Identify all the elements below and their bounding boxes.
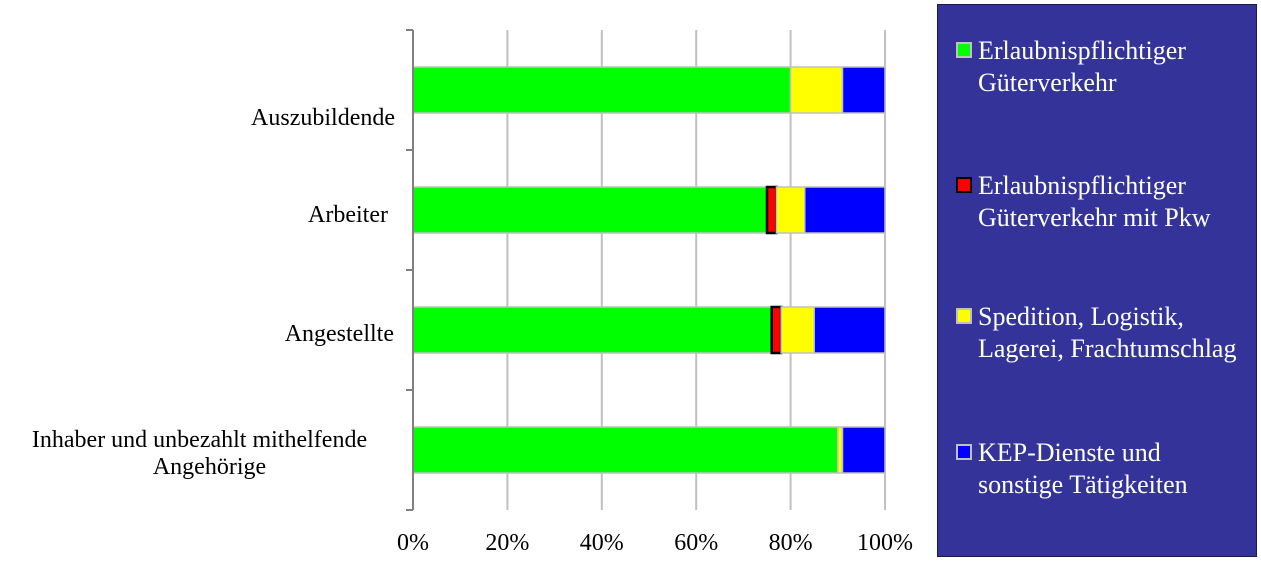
x-tick-label: 0% bbox=[397, 530, 429, 556]
stacked-bar-chart: 0% 20% 40% 60% 80% 100% bbox=[397, 29, 913, 556]
bars bbox=[412, 66, 886, 474]
legend-item-gueterverkehr-pkw: Erlaubnispflichtiger Güterverkehr mit Pk… bbox=[956, 170, 1243, 234]
legend: Erlaubnispflichtiger Güterverkehr Erlaub… bbox=[937, 4, 1257, 557]
legend-swatch-green bbox=[956, 42, 972, 58]
bar-segment bbox=[780, 306, 815, 354]
category-label-angestellte: Angestellte bbox=[284, 321, 394, 347]
bar-segment bbox=[412, 426, 839, 474]
legend-item-spedition: Spedition, Logistik, Lagerei, Frachtumsc… bbox=[956, 301, 1243, 365]
category-label-inhaber-line1: Inhaber und unbezahlt mithelfende bbox=[31, 427, 368, 453]
category-label-inhaber-line2: Angehörige bbox=[152, 454, 267, 480]
bar-segment bbox=[765, 185, 778, 235]
bar-segment bbox=[804, 186, 886, 234]
bar-segment bbox=[412, 306, 773, 354]
category-label-arbeiter: Arbeiter bbox=[308, 202, 388, 228]
legend-label: Erlaubnispflichtiger Güterverkehr mit Pk… bbox=[978, 171, 1211, 232]
legend-item-kep: KEP-Dienste und sonstige Tätigkeiten bbox=[956, 437, 1243, 501]
x-tick-label: 80% bbox=[769, 530, 813, 556]
axes bbox=[406, 29, 414, 511]
category-label-inhaber: Inhaber und unbezahlt mithelfende Angehö… bbox=[5, 427, 394, 481]
bar-segment bbox=[770, 305, 783, 355]
x-tick-label: 40% bbox=[580, 530, 624, 556]
bar-segment bbox=[789, 66, 844, 114]
bar-segment bbox=[412, 186, 768, 234]
x-tick-label: 20% bbox=[485, 530, 529, 556]
x-tick-labels: 0% 20% 40% 60% 80% 100% bbox=[397, 530, 913, 556]
bar-segment bbox=[841, 66, 886, 114]
legend-swatch-blue bbox=[956, 444, 972, 460]
x-tick-label: 100% bbox=[857, 530, 913, 556]
legend-swatch-yellow bbox=[956, 308, 972, 324]
legend-label: Spedition, Logistik, Lagerei, Frachtumsc… bbox=[978, 302, 1237, 363]
bar-segment bbox=[775, 186, 806, 234]
legend-swatch-red bbox=[956, 177, 972, 193]
x-tick-label: 60% bbox=[674, 530, 718, 556]
bar-segment bbox=[841, 426, 886, 474]
category-label-auszubildende: Auszubildende bbox=[251, 105, 395, 131]
legend-item-gueterverkehr: Erlaubnispflichtiger Güterverkehr bbox=[956, 35, 1243, 99]
legend-label: Erlaubnispflichtiger Güterverkehr bbox=[978, 36, 1186, 97]
legend-label: KEP-Dienste und sonstige Tätigkeiten bbox=[978, 438, 1188, 499]
bar-segment bbox=[412, 66, 792, 114]
bar-segment bbox=[813, 306, 886, 354]
